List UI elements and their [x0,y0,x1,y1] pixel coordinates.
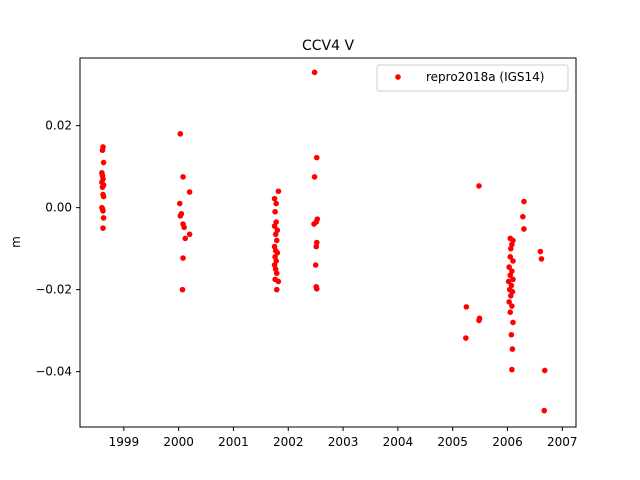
legend-marker [395,74,401,80]
data-point [507,309,514,316]
data-point [311,174,318,180]
y-tick-label: 0.02 [45,119,72,133]
data-points [99,69,548,414]
data-point [510,319,516,326]
data-point [273,200,280,207]
x-tick-label: 2005 [437,435,468,449]
data-point [271,195,278,202]
y-tick-label: −0.04 [35,365,72,379]
x-tick-label: 2007 [547,435,578,449]
plot-frame [79,57,577,428]
x-tick-label: 2003 [328,435,359,449]
data-point [463,335,469,341]
data-point [509,303,515,309]
data-point [313,154,320,161]
data-point [313,239,320,246]
data-point [541,367,548,374]
x-tick-label: 2004 [383,435,414,449]
x-tick-label: 2000 [163,435,194,449]
x-tick-label: 2001 [218,435,249,449]
data-point [100,193,107,200]
data-point [463,304,470,310]
data-point [509,366,515,373]
data-point [521,226,527,232]
data-point [521,198,527,205]
data-point [100,159,107,166]
legend: repro2018a (IGS14) [376,64,569,92]
data-point [273,286,280,293]
data-point [537,248,544,255]
data-point [179,286,186,293]
data-point [274,249,281,256]
legend-box [376,64,569,92]
data-point [177,213,184,219]
data-point [476,317,482,324]
data-point [311,221,317,227]
data-point [506,299,512,305]
data-point [538,256,545,262]
data-point [507,254,514,260]
data-point [507,293,514,299]
data-point [100,225,106,231]
legend-label: repro2018a (IGS14) [426,70,544,84]
data-point [275,188,282,195]
data-point [100,215,107,221]
data-point [272,231,279,238]
data-point [313,286,320,292]
y-axis-ticks: −0.04 −0.02 0.00 0.02 [35,119,80,379]
data-point [180,174,186,180]
x-axis-ticks: 1999 2000 2001 2002 2003 2004 2005 2006 2007 [109,427,578,449]
data-point [272,208,278,215]
data-point [541,407,548,414]
data-point [311,69,318,76]
data-point [100,208,106,214]
data-point [176,200,183,207]
y-axis-label: m [9,236,23,248]
data-point [313,243,320,250]
data-point [476,183,482,189]
data-point [509,346,516,352]
data-point [181,224,187,231]
data-point [507,245,514,252]
data-point [508,331,515,338]
data-point [506,264,512,270]
data-point [273,237,280,244]
data-point [99,147,106,154]
data-point [510,258,516,264]
chart-title: CCV4 V [302,38,354,54]
x-tick-label: 1999 [109,435,140,449]
data-point [182,235,189,242]
data-point [177,131,184,137]
y-tick-label: 0.00 [45,201,72,215]
x-tick-label: 2006 [492,435,523,449]
y-tick-label: −0.02 [35,283,72,297]
data-point [186,231,193,238]
data-point [505,278,512,285]
data-point [520,213,526,220]
data-point [180,255,186,261]
data-point [510,276,516,283]
data-point [186,189,193,195]
x-tick-label: 2002 [273,435,304,449]
data-point [275,278,282,285]
data-point [273,270,280,277]
data-point [312,262,319,268]
data-point [99,184,106,190]
data-point [271,223,278,229]
data-point [507,272,514,279]
